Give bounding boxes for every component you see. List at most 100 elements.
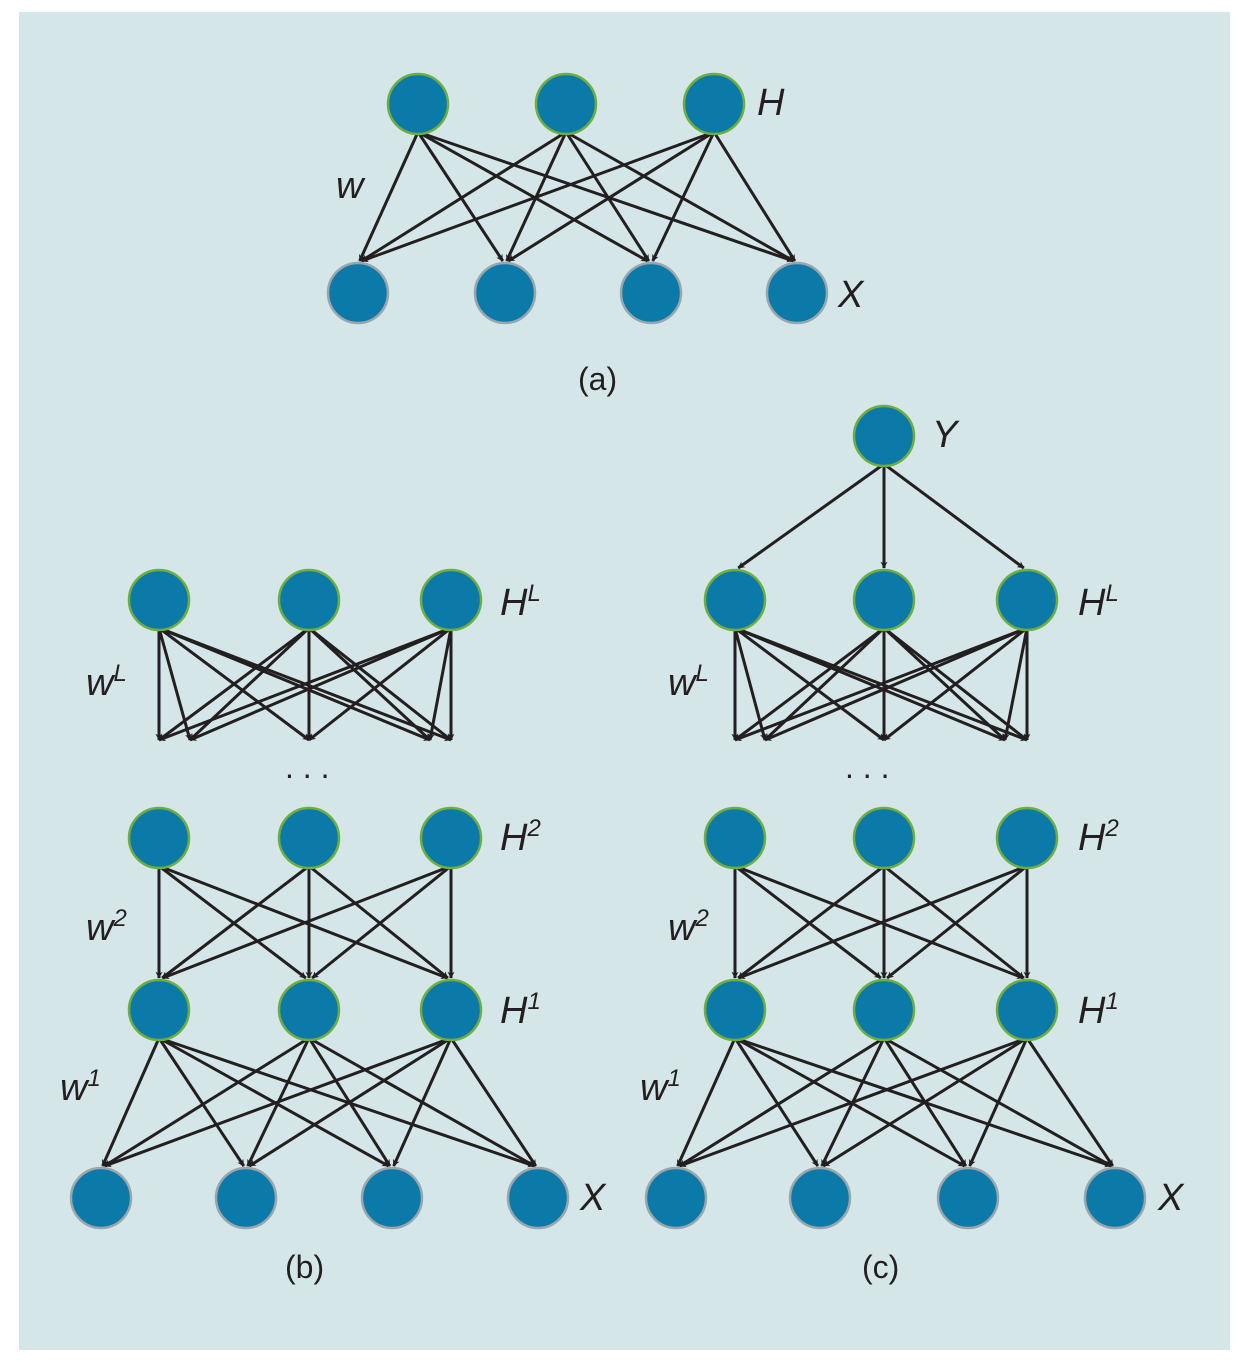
c-ellipsis: . . . — [845, 749, 889, 785]
b-w2-edge-2-0 — [162, 864, 452, 980]
c-h1-node — [995, 978, 1059, 1042]
nodes-layer — [69, 72, 1147, 1230]
b-visible-node — [360, 1166, 424, 1230]
c-y-node — [852, 404, 916, 468]
b-h2-node — [127, 806, 191, 870]
c-w1-edge-2-1 — [822, 1036, 1028, 1168]
b-h2-label: H2 — [500, 815, 541, 859]
c-wl-edge-2-3 — [1002, 627, 1029, 741]
a-edge-2-3 — [712, 131, 797, 262]
b-wl-edge-2-1 — [189, 626, 452, 742]
c-hl-node — [852, 568, 916, 632]
c-visible-node — [1083, 1166, 1147, 1230]
c-h1-node — [703, 978, 767, 1042]
a-visible-label: X — [837, 274, 865, 316]
c-wl-edge-1-3 — [882, 626, 1007, 742]
b-h2-node — [277, 806, 341, 870]
c-wl-edge-2-1 — [764, 626, 1028, 742]
b-caption: (b) — [285, 1249, 324, 1285]
c-wl-edge-1-0 — [734, 626, 885, 742]
c-visible-node — [936, 1166, 1000, 1230]
b-w1-edge-0-3 — [158, 1036, 535, 1168]
b-w1-edge-2-0 — [104, 1036, 452, 1168]
b-visible-node — [214, 1166, 278, 1230]
b-w2-edge-1-0 — [161, 864, 310, 980]
c-w2-edge-1-0 — [737, 864, 885, 980]
b-w1-edge-0-0 — [101, 1037, 161, 1167]
b-w1-edge-2-1 — [248, 1036, 452, 1168]
a-edge-1-0 — [360, 130, 567, 263]
b-visible-label: X — [579, 1177, 607, 1219]
b-h1-node — [127, 978, 191, 1042]
b-hl-node — [277, 568, 341, 632]
b-visible-node — [69, 1166, 133, 1230]
c-y-label: Y — [932, 414, 960, 456]
c-hl-label: HL — [1078, 580, 1119, 624]
c-w1-edge-2-2 — [968, 1037, 1029, 1167]
b-w2-edge-2-1 — [311, 864, 452, 980]
a-edge-1-2 — [564, 131, 651, 262]
b-wl-edge-1-3 — [307, 626, 432, 742]
b-wl-edge-2-2 — [308, 626, 452, 742]
edges-layer — [101, 130, 1115, 1168]
c-visible-node — [788, 1166, 852, 1230]
a-visible-node — [473, 261, 537, 325]
c-w1-edge-0-0 — [676, 1037, 737, 1167]
c-caption: (c) — [862, 1249, 899, 1285]
b-w1-label: w1 — [60, 1065, 101, 1109]
b-hl-node — [419, 568, 483, 632]
a-hidden-label: H — [757, 82, 785, 124]
c-h2-label: H2 — [1078, 815, 1119, 859]
c-wl-edge-2-0 — [734, 626, 1028, 742]
b-wl-edge-2-0 — [158, 626, 452, 742]
a-hidden-node — [534, 72, 598, 136]
b-wl-edge-1-0 — [158, 626, 310, 742]
c-w1-edge-0-1 — [733, 1037, 820, 1167]
b-w2-edge-0-1 — [158, 864, 307, 980]
b-ellipsis: . . . — [285, 749, 329, 785]
c-h2-node — [995, 806, 1059, 870]
c-wl-edge-0-1 — [733, 627, 767, 741]
b-h1-node — [419, 978, 483, 1042]
a-edge-1-3 — [565, 130, 795, 263]
a-edge-2-0 — [361, 130, 715, 263]
b-h2-node — [419, 806, 483, 870]
c-w2-label: w2 — [668, 905, 709, 949]
b-wl-edge-0-1 — [157, 627, 192, 741]
c-h1-label: H1 — [1078, 988, 1119, 1032]
a-caption: (a) — [578, 361, 617, 397]
c-wl-label: wL — [668, 660, 709, 704]
a-edge-0-2 — [417, 130, 649, 263]
c-visible-node — [644, 1166, 708, 1230]
c-h2-node — [703, 806, 767, 870]
c-wl-edge-2-2 — [883, 626, 1028, 742]
b-hl-node — [127, 568, 191, 632]
c-w2-edge-2-1 — [886, 864, 1028, 980]
b-w2-label: w2 — [86, 905, 127, 949]
a-hidden-node — [682, 72, 746, 136]
a-edge-0-1 — [416, 131, 505, 262]
c-h2-node — [852, 806, 916, 870]
b-w1-edge-1-0 — [103, 1036, 310, 1168]
b-w1-edge-0-1 — [157, 1037, 246, 1167]
a-weight-label: w — [336, 165, 366, 207]
a-visible-node — [765, 261, 829, 325]
b-h1-label: H1 — [500, 988, 541, 1032]
c-w2-edge-2-0 — [738, 864, 1028, 980]
c-h1-node — [852, 978, 916, 1042]
c-hl-node — [995, 568, 1059, 632]
b-w2-edge-1-2 — [308, 864, 449, 980]
c-y-edge-0-0 — [737, 462, 885, 570]
a-edge-0-3 — [417, 130, 794, 263]
b-visible-node — [506, 1166, 570, 1230]
c-w2-edge-1-2 — [883, 864, 1025, 980]
b-wl-edge-2-3 — [427, 627, 453, 741]
a-hidden-node — [386, 72, 450, 136]
c-w1-edge-2-3 — [1025, 1037, 1115, 1167]
c-w1-label: w1 — [640, 1065, 681, 1109]
c-w1-edge-2-0 — [679, 1036, 1028, 1168]
b-hl-label: HL — [500, 580, 541, 624]
b-w1-edge-2-2 — [392, 1037, 453, 1167]
c-w2-edge-0-1 — [734, 864, 882, 980]
